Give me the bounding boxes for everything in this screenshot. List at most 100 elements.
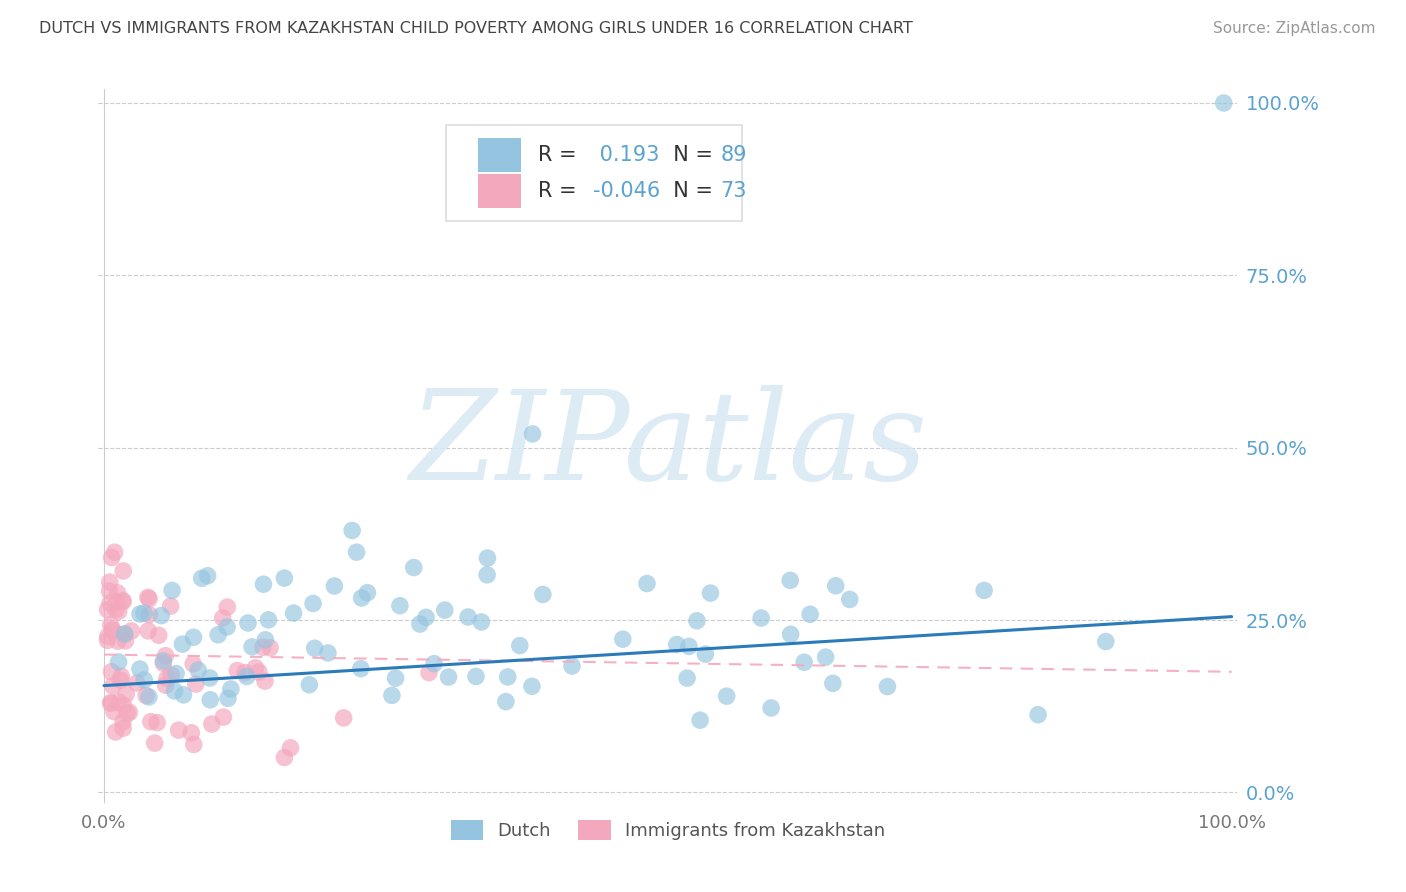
Point (160, 668, 183, 682)
Point (207, 628, 229, 642)
Point (112, 698, 135, 713)
Point (159, 599, 181, 613)
Point (107, 634, 129, 648)
Point (129, 662, 152, 676)
Point (200, 693, 222, 707)
Point (240, 640, 263, 654)
Point (253, 674, 276, 689)
Point (98, 596, 121, 610)
Point (138, 690, 160, 704)
Point (100, 697, 122, 711)
Point (181, 657, 204, 671)
Point (101, 679, 124, 693)
Point (779, 574, 801, 588)
Point (150, 608, 173, 623)
Point (197, 568, 219, 582)
Point (217, 691, 239, 706)
Point (146, 715, 169, 730)
Point (779, 627, 801, 641)
Point (350, 591, 373, 605)
Point (814, 650, 837, 665)
Point (155, 648, 177, 663)
Point (114, 627, 136, 641)
Point (114, 627, 136, 641)
Point (160, 583, 183, 598)
Point (695, 647, 717, 661)
Point (531, 587, 554, 601)
Point (302, 597, 325, 611)
Text: 0.193: 0.193 (593, 145, 659, 165)
Point (457, 610, 479, 624)
Point (97, 629, 120, 643)
Point (219, 681, 242, 696)
Point (111, 593, 134, 607)
Point (749, 611, 772, 625)
Point (973, 583, 995, 598)
Point (689, 713, 711, 727)
Point (793, 655, 815, 669)
Point (612, 632, 634, 647)
Point (132, 606, 155, 620)
Point (183, 630, 205, 644)
Point (107, 655, 129, 669)
Point (112, 594, 135, 608)
Point (678, 640, 700, 654)
Point (475, 567, 498, 582)
Point (105, 586, 128, 600)
Point (283, 606, 305, 620)
Point (103, 705, 125, 719)
Point (838, 592, 860, 607)
Text: N =: N = (659, 181, 720, 201)
Point (254, 632, 277, 647)
Point (101, 623, 124, 637)
Point (340, 524, 363, 538)
Point (247, 665, 270, 679)
Point (148, 628, 170, 642)
Point (1212, 95, 1234, 110)
Text: R =: R = (538, 181, 583, 201)
Point (100, 550, 122, 565)
Point (107, 604, 129, 618)
Point (107, 695, 129, 709)
Point (1026, 707, 1049, 722)
Point (799, 607, 821, 622)
Point (138, 607, 160, 622)
Point (201, 717, 224, 731)
Point (716, 689, 738, 703)
Point (143, 736, 166, 750)
Point (104, 603, 127, 617)
Point (138, 591, 160, 606)
Point (152, 657, 174, 671)
Point (236, 615, 259, 630)
Point (821, 676, 844, 690)
Point (332, 711, 354, 725)
Point (135, 689, 157, 703)
Point (686, 614, 709, 628)
Point (211, 611, 233, 625)
Text: 89: 89 (720, 145, 747, 165)
Text: DUTCH VS IMMIGRANTS FROM KAZAKHSTAN CHILD POVERTY AMONG GIRLS UNDER 16 CORRELATI: DUTCH VS IMMIGRANTS FROM KAZAKHSTAN CHIL… (39, 21, 912, 37)
Point (136, 591, 159, 605)
Point (167, 723, 190, 738)
Point (104, 725, 127, 739)
Point (759, 701, 782, 715)
Point (273, 571, 295, 585)
Text: -0.046: -0.046 (593, 181, 659, 201)
Point (163, 684, 186, 698)
Point (298, 678, 321, 692)
Point (114, 633, 136, 648)
Point (134, 673, 156, 687)
Point (245, 661, 267, 675)
Point (233, 665, 256, 680)
Point (115, 687, 138, 701)
Point (409, 617, 432, 632)
Point (465, 669, 488, 683)
Point (112, 721, 135, 735)
Point (96, 633, 118, 648)
Text: ZIPatlas: ZIPatlas (409, 385, 927, 507)
FancyBboxPatch shape (446, 125, 742, 221)
Point (103, 545, 125, 559)
Point (235, 669, 257, 683)
Point (415, 610, 437, 624)
Point (388, 599, 411, 613)
